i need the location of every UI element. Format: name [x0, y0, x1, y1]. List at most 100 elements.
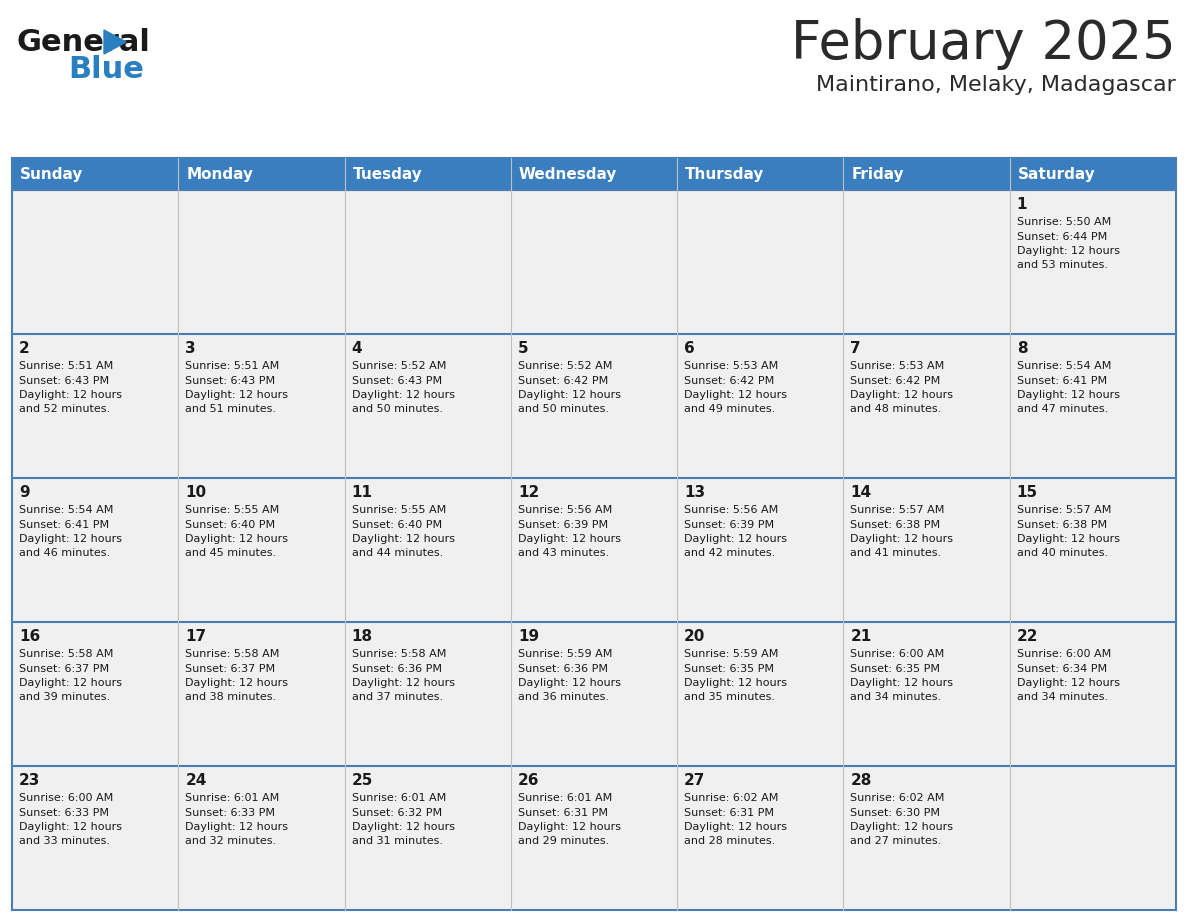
Text: Friday: Friday [852, 166, 904, 182]
Bar [677, 478, 843, 622]
Text: 20: 20 [684, 629, 706, 644]
Text: Sunset: 6:42 PM: Sunset: 6:42 PM [518, 375, 608, 386]
Text: Sunset: 6:36 PM: Sunset: 6:36 PM [352, 664, 442, 674]
Text: Daylight: 12 hours: Daylight: 12 hours [1017, 246, 1120, 256]
Text: Thursday: Thursday [685, 166, 765, 182]
Text: 8: 8 [1017, 341, 1028, 356]
Text: and 34 minutes.: and 34 minutes. [1017, 692, 1108, 702]
Text: Daylight: 12 hours: Daylight: 12 hours [352, 390, 455, 400]
Text: Sunrise: 5:58 AM: Sunrise: 5:58 AM [19, 649, 113, 659]
Bar [677, 766, 843, 910]
Text: Sunrise: 5:56 AM: Sunrise: 5:56 AM [684, 505, 778, 515]
Text: Daylight: 12 hours: Daylight: 12 hours [851, 678, 954, 688]
Bar [677, 190, 843, 334]
Text: Sunset: 6:42 PM: Sunset: 6:42 PM [684, 375, 775, 386]
Text: 11: 11 [352, 485, 373, 500]
Text: 18: 18 [352, 629, 373, 644]
Text: Sunset: 6:35 PM: Sunset: 6:35 PM [684, 664, 775, 674]
Text: and 28 minutes.: and 28 minutes. [684, 836, 776, 846]
Text: Sunrise: 5:51 AM: Sunrise: 5:51 AM [19, 361, 113, 371]
Text: Sunset: 6:30 PM: Sunset: 6:30 PM [851, 808, 941, 818]
Bar [1010, 334, 1176, 478]
Text: 2: 2 [19, 341, 30, 356]
Text: Sunset: 6:32 PM: Sunset: 6:32 PM [352, 808, 442, 818]
Bar [511, 334, 677, 478]
Bar [511, 622, 677, 766]
Text: and 34 minutes.: and 34 minutes. [851, 692, 942, 702]
Text: and 40 minutes.: and 40 minutes. [1017, 548, 1108, 558]
Text: and 49 minutes.: and 49 minutes. [684, 405, 776, 415]
Text: Sunset: 6:33 PM: Sunset: 6:33 PM [185, 808, 276, 818]
Text: Sunrise: 6:00 AM: Sunrise: 6:00 AM [19, 793, 113, 803]
Bar [12, 190, 178, 334]
Bar [511, 478, 677, 622]
Text: Sunrise: 5:59 AM: Sunrise: 5:59 AM [518, 649, 612, 659]
Text: Daylight: 12 hours: Daylight: 12 hours [518, 822, 621, 832]
Text: Daylight: 12 hours: Daylight: 12 hours [19, 534, 122, 544]
Text: Sunset: 6:41 PM: Sunset: 6:41 PM [1017, 375, 1107, 386]
Bar [178, 190, 345, 334]
Text: 27: 27 [684, 773, 706, 788]
Bar [843, 622, 1010, 766]
Text: Sunset: 6:43 PM: Sunset: 6:43 PM [352, 375, 442, 386]
Text: and 43 minutes.: and 43 minutes. [518, 548, 609, 558]
Text: 23: 23 [19, 773, 40, 788]
Text: and 48 minutes.: and 48 minutes. [851, 405, 942, 415]
Text: 5: 5 [518, 341, 529, 356]
Text: Daylight: 12 hours: Daylight: 12 hours [851, 534, 954, 544]
Bar [178, 622, 345, 766]
Text: Sunset: 6:34 PM: Sunset: 6:34 PM [1017, 664, 1107, 674]
Text: 9: 9 [19, 485, 30, 500]
Text: 10: 10 [185, 485, 207, 500]
Text: Daylight: 12 hours: Daylight: 12 hours [518, 534, 621, 544]
Text: Sunrise: 5:52 AM: Sunrise: 5:52 AM [518, 361, 612, 371]
Text: 25: 25 [352, 773, 373, 788]
Text: Sunset: 6:33 PM: Sunset: 6:33 PM [19, 808, 109, 818]
Text: Sunrise: 6:01 AM: Sunrise: 6:01 AM [352, 793, 446, 803]
Text: 3: 3 [185, 341, 196, 356]
Text: 14: 14 [851, 485, 872, 500]
Text: 1: 1 [1017, 197, 1028, 212]
Text: and 36 minutes.: and 36 minutes. [518, 692, 609, 702]
Text: Daylight: 12 hours: Daylight: 12 hours [185, 390, 289, 400]
Text: Daylight: 12 hours: Daylight: 12 hours [851, 822, 954, 832]
Text: Sunrise: 5:58 AM: Sunrise: 5:58 AM [352, 649, 446, 659]
Text: Sunrise: 6:02 AM: Sunrise: 6:02 AM [851, 793, 944, 803]
Text: Sunset: 6:40 PM: Sunset: 6:40 PM [352, 520, 442, 530]
Text: and 31 minutes.: and 31 minutes. [352, 836, 443, 846]
Text: and 29 minutes.: and 29 minutes. [518, 836, 609, 846]
Text: and 47 minutes.: and 47 minutes. [1017, 405, 1108, 415]
Text: 21: 21 [851, 629, 872, 644]
Bar [178, 766, 345, 910]
Text: Sunrise: 5:54 AM: Sunrise: 5:54 AM [19, 505, 113, 515]
Text: Sunset: 6:42 PM: Sunset: 6:42 PM [851, 375, 941, 386]
Text: and 39 minutes.: and 39 minutes. [19, 692, 110, 702]
Bar [12, 334, 178, 478]
Text: and 53 minutes.: and 53 minutes. [1017, 261, 1107, 271]
Text: Daylight: 12 hours: Daylight: 12 hours [684, 390, 788, 400]
Bar [345, 766, 511, 910]
Text: Sunset: 6:40 PM: Sunset: 6:40 PM [185, 520, 276, 530]
Text: and 27 minutes.: and 27 minutes. [851, 836, 942, 846]
Text: Daylight: 12 hours: Daylight: 12 hours [19, 822, 122, 832]
Text: and 45 minutes.: and 45 minutes. [185, 548, 277, 558]
Text: Daylight: 12 hours: Daylight: 12 hours [1017, 678, 1120, 688]
Bar [12, 478, 178, 622]
Text: Sunset: 6:38 PM: Sunset: 6:38 PM [1017, 520, 1107, 530]
Text: 4: 4 [352, 341, 362, 356]
Text: Daylight: 12 hours: Daylight: 12 hours [518, 390, 621, 400]
Text: Sunset: 6:37 PM: Sunset: 6:37 PM [185, 664, 276, 674]
Text: and 42 minutes.: and 42 minutes. [684, 548, 776, 558]
Text: 28: 28 [851, 773, 872, 788]
Text: Sunset: 6:39 PM: Sunset: 6:39 PM [518, 520, 608, 530]
Text: Sunset: 6:39 PM: Sunset: 6:39 PM [684, 520, 775, 530]
Text: Sunset: 6:31 PM: Sunset: 6:31 PM [518, 808, 608, 818]
Text: and 44 minutes.: and 44 minutes. [352, 548, 443, 558]
Text: Sunset: 6:38 PM: Sunset: 6:38 PM [851, 520, 941, 530]
Text: Daylight: 12 hours: Daylight: 12 hours [684, 534, 788, 544]
Text: Daylight: 12 hours: Daylight: 12 hours [684, 822, 788, 832]
Bar [843, 478, 1010, 622]
Bar [1010, 766, 1176, 910]
Text: and 46 minutes.: and 46 minutes. [19, 548, 110, 558]
Text: Sunset: 6:44 PM: Sunset: 6:44 PM [1017, 231, 1107, 241]
